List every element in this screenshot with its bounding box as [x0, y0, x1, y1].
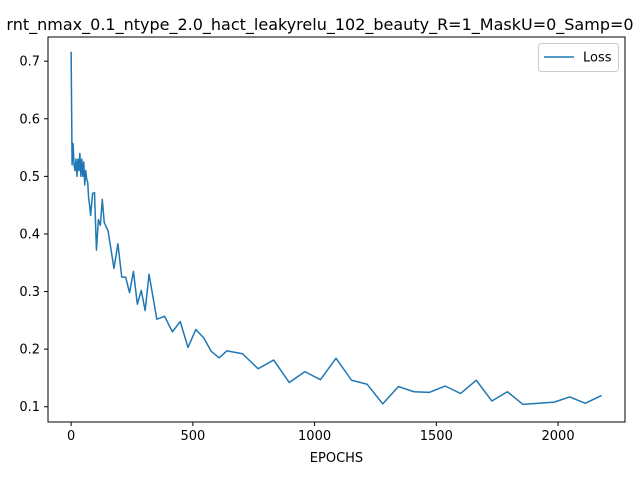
y-tick-label: 0.5: [19, 170, 40, 185]
y-tick-label: 0.3: [19, 285, 40, 300]
legend-loss-label: Loss: [583, 51, 612, 66]
x-tick-label: 1000: [298, 429, 331, 444]
x-tick-label: 500: [180, 429, 205, 444]
plot-area: [70, 51, 602, 406]
x-tick-label: 0: [67, 429, 75, 444]
y-tick-label: 0.2: [19, 343, 40, 358]
y-tick-label: 0.7: [19, 55, 40, 70]
y-tick-label: 0.6: [19, 112, 40, 127]
legend-box: [538, 43, 619, 72]
x-tick-label: 1500: [420, 429, 453, 444]
x-axis-label: EPOCHS: [310, 451, 363, 466]
x-tick-label: 2000: [542, 429, 575, 444]
y-tick-label: 0.1: [19, 400, 40, 415]
plot-frame: [47, 36, 626, 423]
chart-title: rnt_nmax_0.1_ntype_2.0_hact_leakyrelu_10…: [6, 15, 633, 35]
y-axis-ticks: 0.1 0.2 0.3 0.4 0.5 0.6 0.7: [19, 55, 48, 415]
loss-series-line: [70, 51, 602, 406]
legend: Loss: [538, 43, 619, 72]
x-axis-ticks: 0 500 1000 1500 2000: [67, 422, 575, 444]
y-tick-label: 0.4: [19, 227, 40, 242]
